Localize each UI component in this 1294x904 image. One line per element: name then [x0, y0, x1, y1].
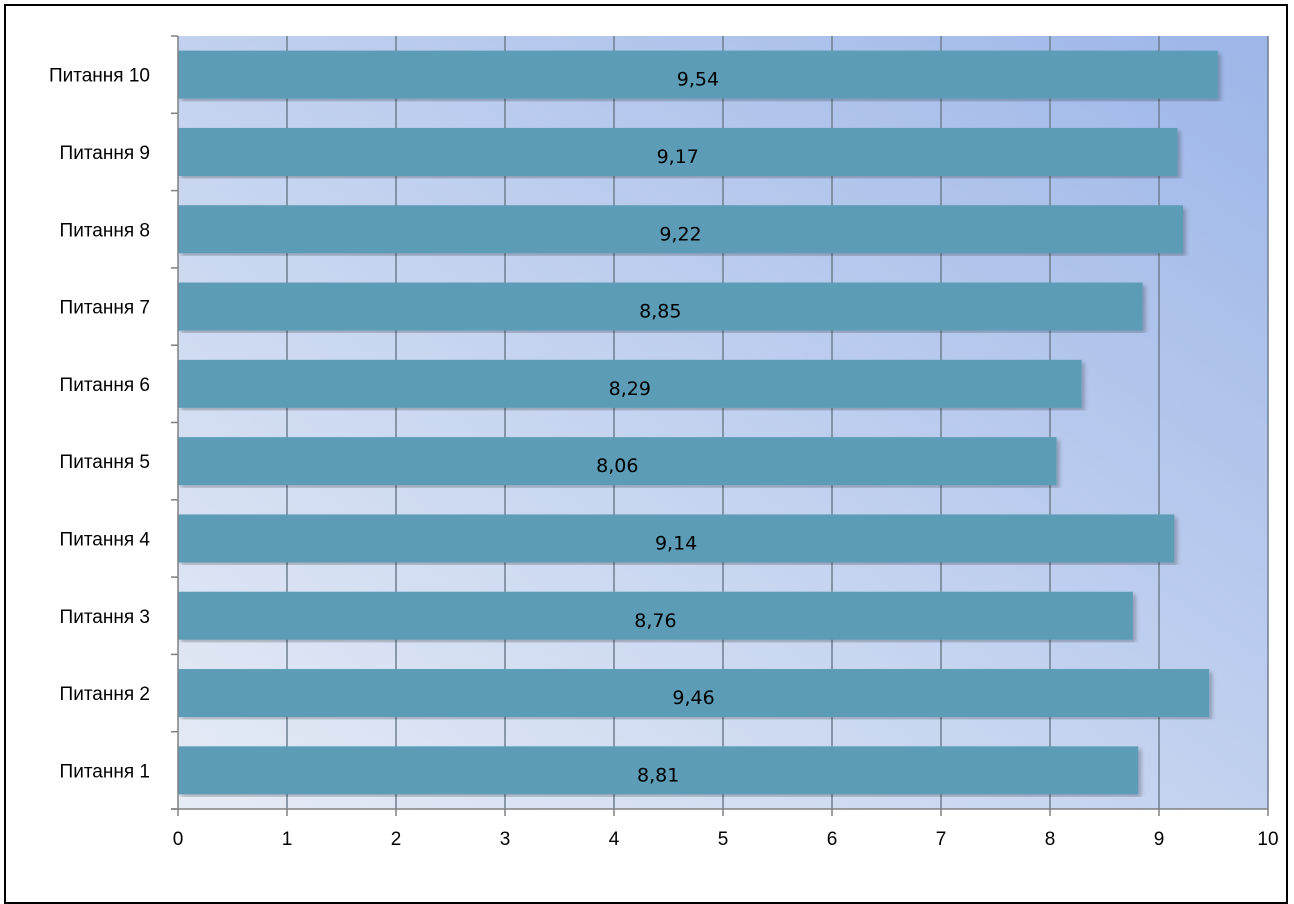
bar	[178, 437, 1057, 486]
x-tick-label: 2	[391, 829, 402, 850]
x-tick-label: 1	[282, 829, 293, 850]
category-label: Питання 4	[60, 529, 151, 550]
bar	[178, 50, 1218, 99]
bar	[178, 669, 1210, 718]
axes	[171, 35, 1269, 816]
data-label: 9,22	[659, 223, 701, 245]
bars	[178, 50, 1218, 795]
bar	[178, 746, 1139, 795]
data-label: 9,46	[672, 687, 714, 709]
data-label: 9,17	[657, 146, 699, 168]
bar	[178, 282, 1143, 331]
data-label: 8,76	[634, 610, 676, 632]
category-label: Питання 6	[60, 375, 150, 396]
category-label: Питання 3	[60, 607, 150, 628]
x-tick-label: 8	[1045, 829, 1056, 850]
bar-chart: 0 1 2 3 4 5 6 7 8 9 10 Питання 1 8,81 Питання 2 9,46 Пи…	[49, 35, 1279, 850]
category-label: Питання 8	[60, 220, 150, 241]
bar	[178, 205, 1183, 254]
bar	[178, 514, 1175, 563]
labels: 0 1 2 3 4 5 6 7 8 9 10 Питання 1 8,81 Питання 2 9,46 Пи…	[49, 66, 1279, 850]
x-tick-label: 10	[1257, 829, 1278, 850]
x-tick-label: 0	[173, 829, 184, 850]
data-label: 8,85	[639, 301, 681, 323]
category-label: Питання 9	[60, 143, 150, 164]
category-label: Питання 5	[60, 452, 150, 473]
data-label: 8,06	[596, 455, 638, 477]
bar	[178, 591, 1133, 640]
bar	[178, 127, 1178, 176]
category-label: Питання 10	[49, 66, 150, 87]
x-tick-label: 4	[609, 829, 620, 850]
category-label: Питання 7	[60, 298, 150, 319]
data-label: 9,14	[655, 532, 697, 554]
x-tick-label: 5	[718, 829, 729, 850]
x-tick-label: 9	[1154, 829, 1165, 850]
bar	[178, 359, 1082, 408]
data-label: 9,54	[677, 69, 719, 91]
data-label: 8,81	[637, 764, 679, 786]
x-tick-label: 7	[936, 829, 947, 850]
x-tick-label: 6	[827, 829, 838, 850]
x-tick-label: 3	[500, 829, 511, 850]
category-label: Питання 2	[60, 684, 150, 705]
category-label: Питання 1	[60, 761, 150, 782]
data-label: 8,29	[609, 378, 651, 400]
